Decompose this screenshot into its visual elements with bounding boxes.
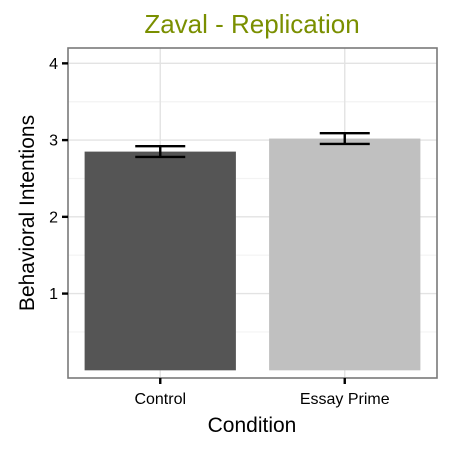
x-tick-label: Essay Prime [300,391,390,408]
x-axis-title: Condition [208,414,297,437]
bar-essay-prime [269,138,421,371]
chart-title: Zaval - Replication [144,9,359,39]
bar-control [84,151,236,371]
y-tick-label: 1 [49,286,58,303]
y-axis-title: Behavioral Intentions [16,115,39,311]
y-tick-label: 2 [49,209,58,226]
plot-area: 1 2 3 4 Control Essay Prime [49,47,438,408]
y-tick-label: 3 [49,133,58,150]
error-bar [135,145,186,159]
y-tick-label: 4 [49,56,58,73]
panel-border [67,47,438,379]
x-tick-label: Control [134,391,186,408]
error-bar [319,131,370,146]
